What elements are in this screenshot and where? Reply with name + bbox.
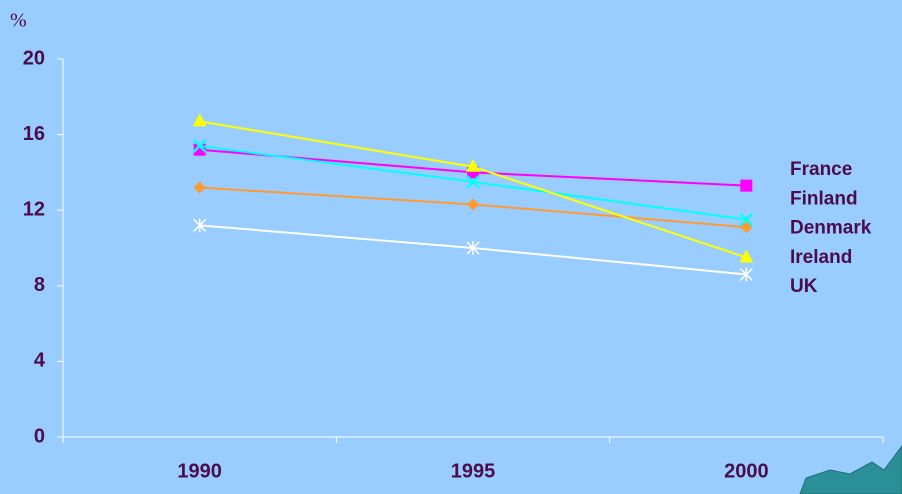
marker bbox=[466, 241, 480, 255]
y-tick-label: 0 bbox=[34, 425, 45, 447]
y-tick-label: 4 bbox=[34, 350, 46, 372]
decoration bbox=[799, 445, 902, 494]
marker bbox=[192, 139, 207, 153]
legend-label: Finland bbox=[790, 188, 858, 209]
marker bbox=[740, 179, 753, 192]
y-unit: % bbox=[10, 10, 27, 32]
x-tick-label: 2000 bbox=[724, 460, 769, 482]
x-tick-label: 1995 bbox=[451, 460, 496, 482]
legend-label: Ireland bbox=[790, 247, 852, 268]
marker bbox=[739, 249, 754, 263]
legend-label: France bbox=[790, 159, 852, 180]
marker bbox=[739, 212, 754, 227]
marker bbox=[740, 221, 753, 234]
marker bbox=[467, 198, 479, 211]
x-tick-label: 1990 bbox=[177, 460, 222, 482]
marker bbox=[739, 267, 753, 282]
y-tick-label: 8 bbox=[34, 274, 45, 296]
series-line bbox=[199, 120, 747, 259]
marker bbox=[466, 158, 480, 172]
marker bbox=[466, 174, 480, 189]
marker bbox=[193, 218, 207, 233]
marker bbox=[192, 113, 207, 127]
y-tick-label: 12 bbox=[23, 198, 45, 220]
legend-label: Denmark bbox=[790, 218, 872, 239]
y-tick-label: 16 bbox=[23, 123, 45, 145]
y-tick-label: 20 bbox=[23, 47, 45, 69]
marker bbox=[193, 181, 206, 194]
legend-label: UK bbox=[790, 276, 818, 297]
